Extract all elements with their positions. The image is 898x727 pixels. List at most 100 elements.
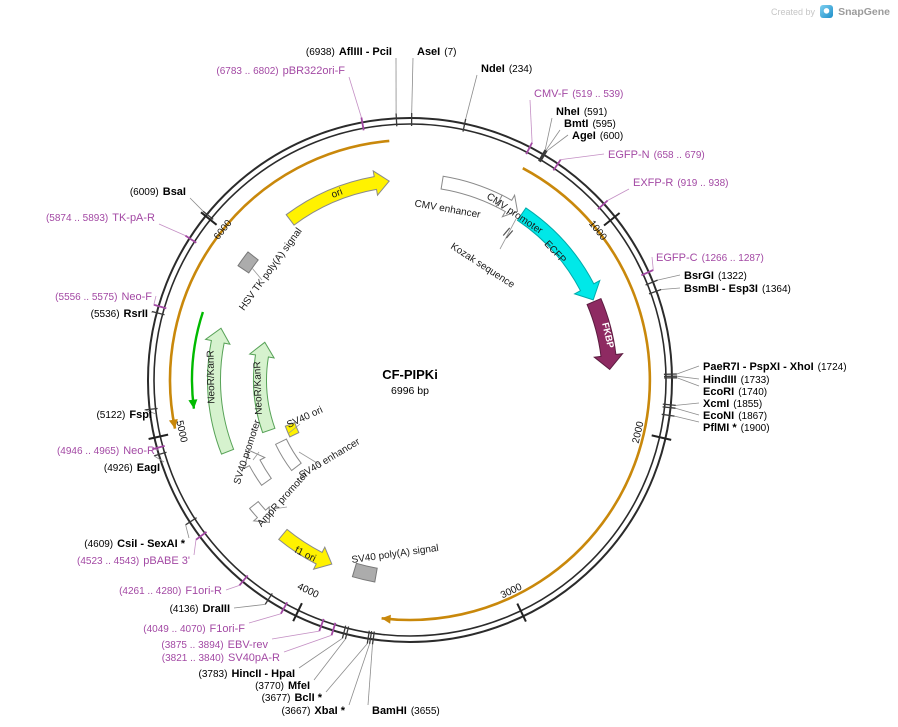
site-label-part: PaeR7I - PspXI - XhoI [703,361,814,373]
leader-line [651,256,654,271]
site-label-primer: (3821 .. 3840) SV40pA-R [162,652,280,664]
site-label-part: NheI [556,106,580,118]
leader-line [271,630,320,640]
site-label-part: (1867) [738,411,767,422]
site-label-part: AseI [417,46,440,58]
site-tick [371,631,375,645]
scale-tick [148,433,169,440]
site-label-primer: (4946 .. 4965) Neo-R [57,445,155,457]
site-label-part: F1ori-F [210,623,246,635]
site-label-part: (1900) [741,423,770,434]
site-label-part: PflMI * [703,422,737,434]
site-tick [462,118,467,132]
leader-line [674,415,700,423]
feature-ecfp [516,207,601,301]
site-label-enzyme: XcmI (1855) [703,398,762,410]
leader-line [153,295,157,305]
site-label-part: (519 .. 539) [572,89,623,100]
site-label-part: (591) [584,107,607,118]
site-tick [151,310,165,316]
site-label-part: (234) [509,64,532,75]
leader-line [676,377,700,387]
plasmid-size: 6996 bp [391,385,429,397]
site-label-part: (1724) [818,362,847,373]
leader-line [465,74,478,119]
site-label-part: BsmBI - Esp3I [684,283,758,295]
ticks-layer [144,112,678,645]
site-label-enzyme: (3667) XbaI * [282,705,346,717]
feature-transcript-arc-left-arrowhead [168,419,178,429]
site-label-enzyme: NheI (591) [556,106,607,118]
site-tick [552,159,562,171]
site-label-part: (1266 .. 1287) [702,253,764,264]
site-label-enzyme: EcoRI (1740) [703,386,767,398]
site-label-part: (1740) [738,387,767,398]
leader-line [144,409,157,415]
site-label-part: EagI [137,462,160,474]
scale-tick [603,212,621,227]
site-label-part: (919 .. 938) [677,178,728,189]
site-label-part: (600) [600,131,623,142]
site-label-part: CMV-F [534,88,569,100]
site-tick [264,593,273,605]
site-label-part: (3783) [199,669,228,680]
plasmid-name: CF-PIPKi [382,367,438,382]
feature-sv40-ori [284,422,300,438]
site-label-primer: EXFP-R (919 .. 938) [633,177,729,189]
site-label-primer: CMV-F (519 .. 539) [534,88,623,100]
site-labels-layer: (6938) AflIII - PciI AseI (7) NdeI (234) CMV-F… [46,46,847,717]
site-label-part: BsrGI [684,270,714,282]
site-tick [525,142,533,155]
leaders-layer [144,57,700,706]
site-tick [318,618,325,632]
site-label-part: EXFP-R [633,177,673,189]
site-tick [538,149,547,162]
site-label-primer: (5556 .. 5575) Neo-F [55,291,152,303]
site-label-part: XbaI * [314,705,345,717]
site-label-enzyme: BmtI (595) [564,118,616,130]
site-label-primer: (6783 .. 6802) pBR322ori-F [216,65,345,77]
features-layer [204,169,624,583]
site-label-part: (5536) [91,309,120,320]
leader-line [233,604,266,609]
connector-line [499,218,517,250]
scale-label: 2000 [631,420,647,445]
feature-sv40-promoter [243,449,272,486]
connector-line [288,423,301,434]
site-label-part: BsaI [163,186,186,198]
site-label-part: EcoNI [703,410,734,422]
site-label-enzyme: (4609) CsiI - SexAI * [84,538,185,550]
site-tick [597,199,609,210]
kozak-double-slash [502,227,514,239]
site-label-enzyme: (5122) FspI [96,409,152,421]
leader-line [283,634,332,653]
site-tick [662,403,676,407]
site-label-part: BclI * [294,692,322,704]
site-label-primer: (4049 .. 4070) F1ori-F [143,623,245,635]
site-label-part: (1364) [762,284,791,295]
site-label-enzyme: BamHI (3655) [372,705,440,717]
site-tick [661,413,675,417]
connector-line [272,506,288,510]
leader-line [676,365,700,375]
feature-fkbp [586,297,624,371]
site-tick [153,303,167,310]
site-tick [360,117,365,131]
site-label-part: (3655) [411,706,440,717]
site-label-primer: (4261 .. 4280) F1ori-R [119,585,222,597]
leader-line [153,455,165,463]
site-label-part: F1ori-R [185,585,222,597]
feature-cmv-promoter [495,193,519,218]
site-label-enzyme: BsrGI (1322) [684,270,747,282]
leader-line [367,644,373,706]
site-label-part: (4136) [170,604,199,615]
feature-label-cmv-enhancer: CMV enhancer [414,198,482,221]
feature-label-neor-kanr-2: NeoR/KanR [252,361,265,415]
feature-reverse-green-arc [190,311,205,409]
site-tick [184,234,197,244]
site-label-part: (1322) [718,271,747,282]
feature-label-sv40-ori: SV40 ori [285,405,324,431]
backbone-layer [147,117,673,643]
